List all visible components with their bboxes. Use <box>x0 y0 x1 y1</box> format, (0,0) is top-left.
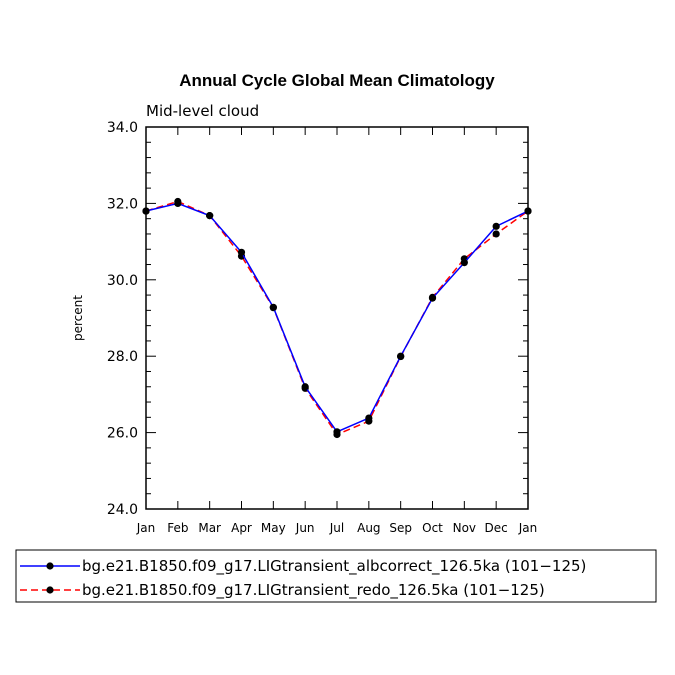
series-1-point <box>333 428 341 436</box>
legend-marker-1 <box>46 562 54 570</box>
x-tick-label: Apr <box>231 521 252 535</box>
series-layer <box>142 197 532 439</box>
x-tick-label: Mar <box>198 521 221 535</box>
y-tick-label: 32.0 <box>107 196 138 212</box>
series-line-2 <box>145 200 529 436</box>
axis-ticks: Jan Feb Mar Apr May Jun Jul Aug Sep Oct Nov Dec Jan 2… <box>107 120 537 535</box>
legend: bg.e21.B1850.f09_g17.LIGtransient_albcor… <box>15 549 657 603</box>
y-tick-label: 34.0 <box>107 120 138 136</box>
y-axis-label: percent <box>71 295 85 341</box>
x-tick-label: Jun <box>295 521 315 535</box>
series-1-point <box>237 248 246 256</box>
series-1-point <box>397 352 405 360</box>
x-tick-label: Dec <box>485 521 508 535</box>
series-1-point <box>174 199 182 207</box>
legend-label-1: bg.e21.B1850.f09_g17.LIGtransient_albcor… <box>82 557 586 576</box>
series-1-point <box>365 414 373 422</box>
x-tick-label: Jan <box>518 521 538 535</box>
y-tick-label: 26.0 <box>107 426 138 442</box>
series-2-point <box>492 230 500 238</box>
y-tick-label: 30.0 <box>107 273 138 289</box>
chart-title: Annual Cycle Global Mean Climatology <box>179 71 495 90</box>
y-tick-label: 24.0 <box>107 502 138 518</box>
x-tick-label: Nov <box>453 521 476 535</box>
series-1-point <box>492 222 500 230</box>
x-tick-label: Jan <box>136 521 156 535</box>
plot-frame <box>145 126 529 510</box>
x-tick-label: May <box>261 521 286 535</box>
series-1-point <box>428 294 437 302</box>
x-tick-label: Sep <box>389 521 412 535</box>
series-line-1 <box>145 202 529 433</box>
x-tick-label: Jul <box>329 521 344 535</box>
x-tick-label: Feb <box>167 521 188 535</box>
series-1-point <box>460 259 468 267</box>
series-1-point <box>269 303 277 311</box>
x-tick-label: Aug <box>357 521 380 535</box>
chart-subtitle: Mid-level cloud <box>146 102 259 120</box>
legend-box <box>15 549 657 603</box>
y-tick-label: 28.0 <box>107 349 138 365</box>
series-1-point <box>206 212 214 220</box>
series-1-point <box>301 383 309 391</box>
x-tick-label: Oct <box>422 521 443 535</box>
legend-marker-2 <box>46 586 54 594</box>
legend-label-2: bg.e21.B1850.f09_g17.LIGtransient_redo_1… <box>82 581 545 600</box>
